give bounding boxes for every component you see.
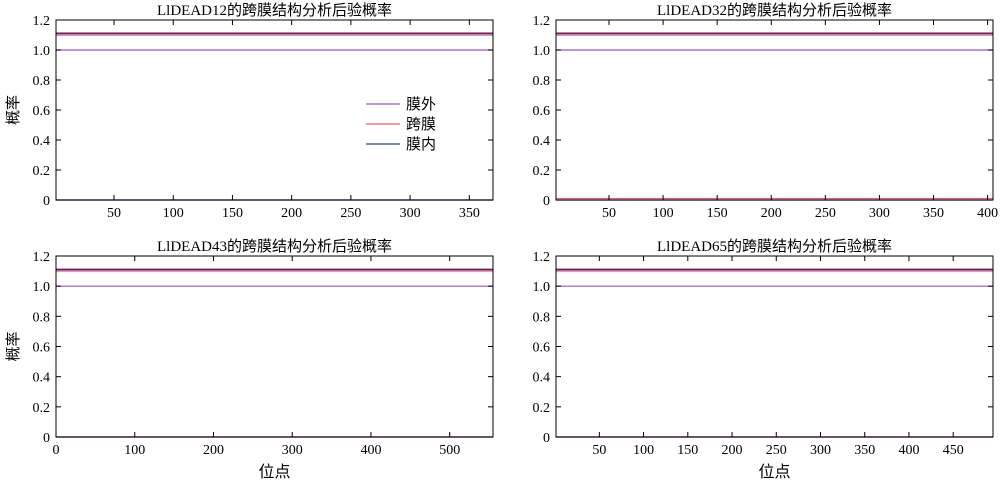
x-tick-label: 400 [898, 443, 919, 458]
y-tick-label: 0 [543, 431, 550, 446]
chart-title: LlDEAD65的跨膜结构分析后验概率 [657, 238, 892, 255]
chart-title: LlDEAD32的跨膜结构分析后验概率 [657, 2, 892, 19]
y-tick-label: 1.0 [33, 44, 51, 59]
series-group [56, 268, 493, 438]
y-tick-label: 0.2 [33, 164, 51, 179]
chart-panel-3: LlDEAD43的跨膜结构分析后验概率 0 0.2 0.4 0.6 0.8 1.0 1.2 0 1… [5, 238, 494, 481]
x-tick-label: 300 [810, 443, 831, 458]
y-tick-label: 0.2 [533, 164, 551, 179]
x-axis-label: 位点 [258, 463, 290, 481]
x-tick-label: 300 [400, 206, 421, 221]
x-tick-label: 50 [592, 443, 606, 458]
series-group [556, 268, 993, 438]
x-tick-label: 250 [815, 206, 836, 221]
chart-panel-4: LlDEAD65的跨膜结构分析后验概率 0 0.2 0.4 0.6 0.8 1.0 1.2 50… [533, 238, 994, 481]
x-tick-label: 300 [869, 206, 890, 221]
chart-title: LlDEAD43的跨膜结构分析后验概率 [157, 238, 392, 255]
plot-frame [555, 255, 994, 438]
x-tick-label: 350 [923, 206, 944, 221]
x-tick-label: 150 [707, 206, 728, 221]
y-tick-label: 1.2 [533, 250, 551, 265]
y-tick-label: 0.6 [533, 104, 551, 119]
y-tick-label: 0 [43, 431, 50, 446]
chart-panels: LlDEAD12的跨膜结构分析后验概率 0 0.2 0.4 0.6 0.8 1.0 1.2 50… [5, 2, 998, 481]
x-tick-label: 200 [203, 443, 224, 458]
y-tick-label: 0.2 [33, 401, 51, 416]
x-tick-label: 150 [677, 443, 698, 458]
y-tick-label: 0.6 [533, 341, 551, 356]
plot-frame [55, 255, 494, 438]
x-tick-label: 200 [281, 206, 302, 221]
legend-label-3: 膜内 [406, 136, 436, 153]
x-tick-label: 400 [360, 443, 381, 458]
x-tick-label: 150 [222, 206, 243, 221]
y-tick-label: 0 [43, 194, 50, 209]
x-tick-label: 200 [761, 206, 782, 221]
y-axis-label: 概率 [5, 95, 22, 125]
x-tick-label: 100 [124, 443, 145, 458]
x-tick-label: 500 [439, 443, 460, 458]
y-tick-label: 0.8 [33, 310, 51, 325]
x-tick-label: 0 [53, 443, 60, 458]
x-tick-label: 450 [943, 443, 964, 458]
plot-frame [555, 19, 994, 201]
x-tick-label: 100 [633, 443, 654, 458]
y-tick-label: 0.4 [33, 371, 51, 386]
x-tick-label: 350 [459, 206, 480, 221]
x-tick-label: 50 [602, 206, 616, 221]
legend-label-1: 膜外 [406, 96, 436, 113]
legend-label-2: 跨膜 [406, 116, 436, 133]
x-axis-label: 位点 [758, 463, 790, 481]
y-axis-label: 概率 [5, 331, 22, 361]
chart-title: LlDEAD12的跨膜结构分析后验概率 [157, 2, 392, 19]
y-tick-label: 0.4 [33, 134, 51, 149]
y-tick-label: 0.6 [33, 104, 51, 119]
y-tick-label: 1.2 [533, 14, 551, 29]
x-tick-label: 100 [653, 206, 674, 221]
x-tick-label: 250 [766, 443, 787, 458]
chart-panel-2: LlDEAD32的跨膜结构分析后验概率 0 0.2 0.4 0.6 0.8 1.0 1.2 50… [533, 2, 999, 221]
y-tick-label: 0.6 [33, 341, 51, 356]
y-tick-label: 0 [543, 194, 550, 209]
x-tick-label: 50 [107, 206, 121, 221]
y-tick-label: 1.2 [33, 14, 51, 29]
y-tick-label: 0.4 [533, 371, 551, 386]
y-tick-label: 1.0 [533, 280, 551, 295]
y-tick-label: 0.2 [533, 401, 551, 416]
y-tick-label: 0.8 [533, 310, 551, 325]
x-tick-label: 400 [977, 206, 998, 221]
y-tick-label: 0.8 [533, 74, 551, 89]
y-tick-label: 0.4 [533, 134, 551, 149]
x-tick-label: 250 [340, 206, 361, 221]
x-tick-label: 300 [282, 443, 303, 458]
y-tick-label: 1.0 [533, 44, 551, 59]
y-tick-label: 0.8 [33, 74, 51, 89]
x-tick-label: 350 [854, 443, 875, 458]
x-tick-label: 200 [722, 443, 743, 458]
x-tick-label: 100 [163, 206, 184, 221]
y-tick-label: 1.2 [33, 250, 51, 265]
series-group [556, 32, 993, 201]
chart-panel-1: LlDEAD12的跨膜结构分析后验概率 0 0.2 0.4 0.6 0.8 1.0 1.2 50… [5, 2, 494, 221]
y-tick-label: 1.0 [33, 280, 51, 295]
